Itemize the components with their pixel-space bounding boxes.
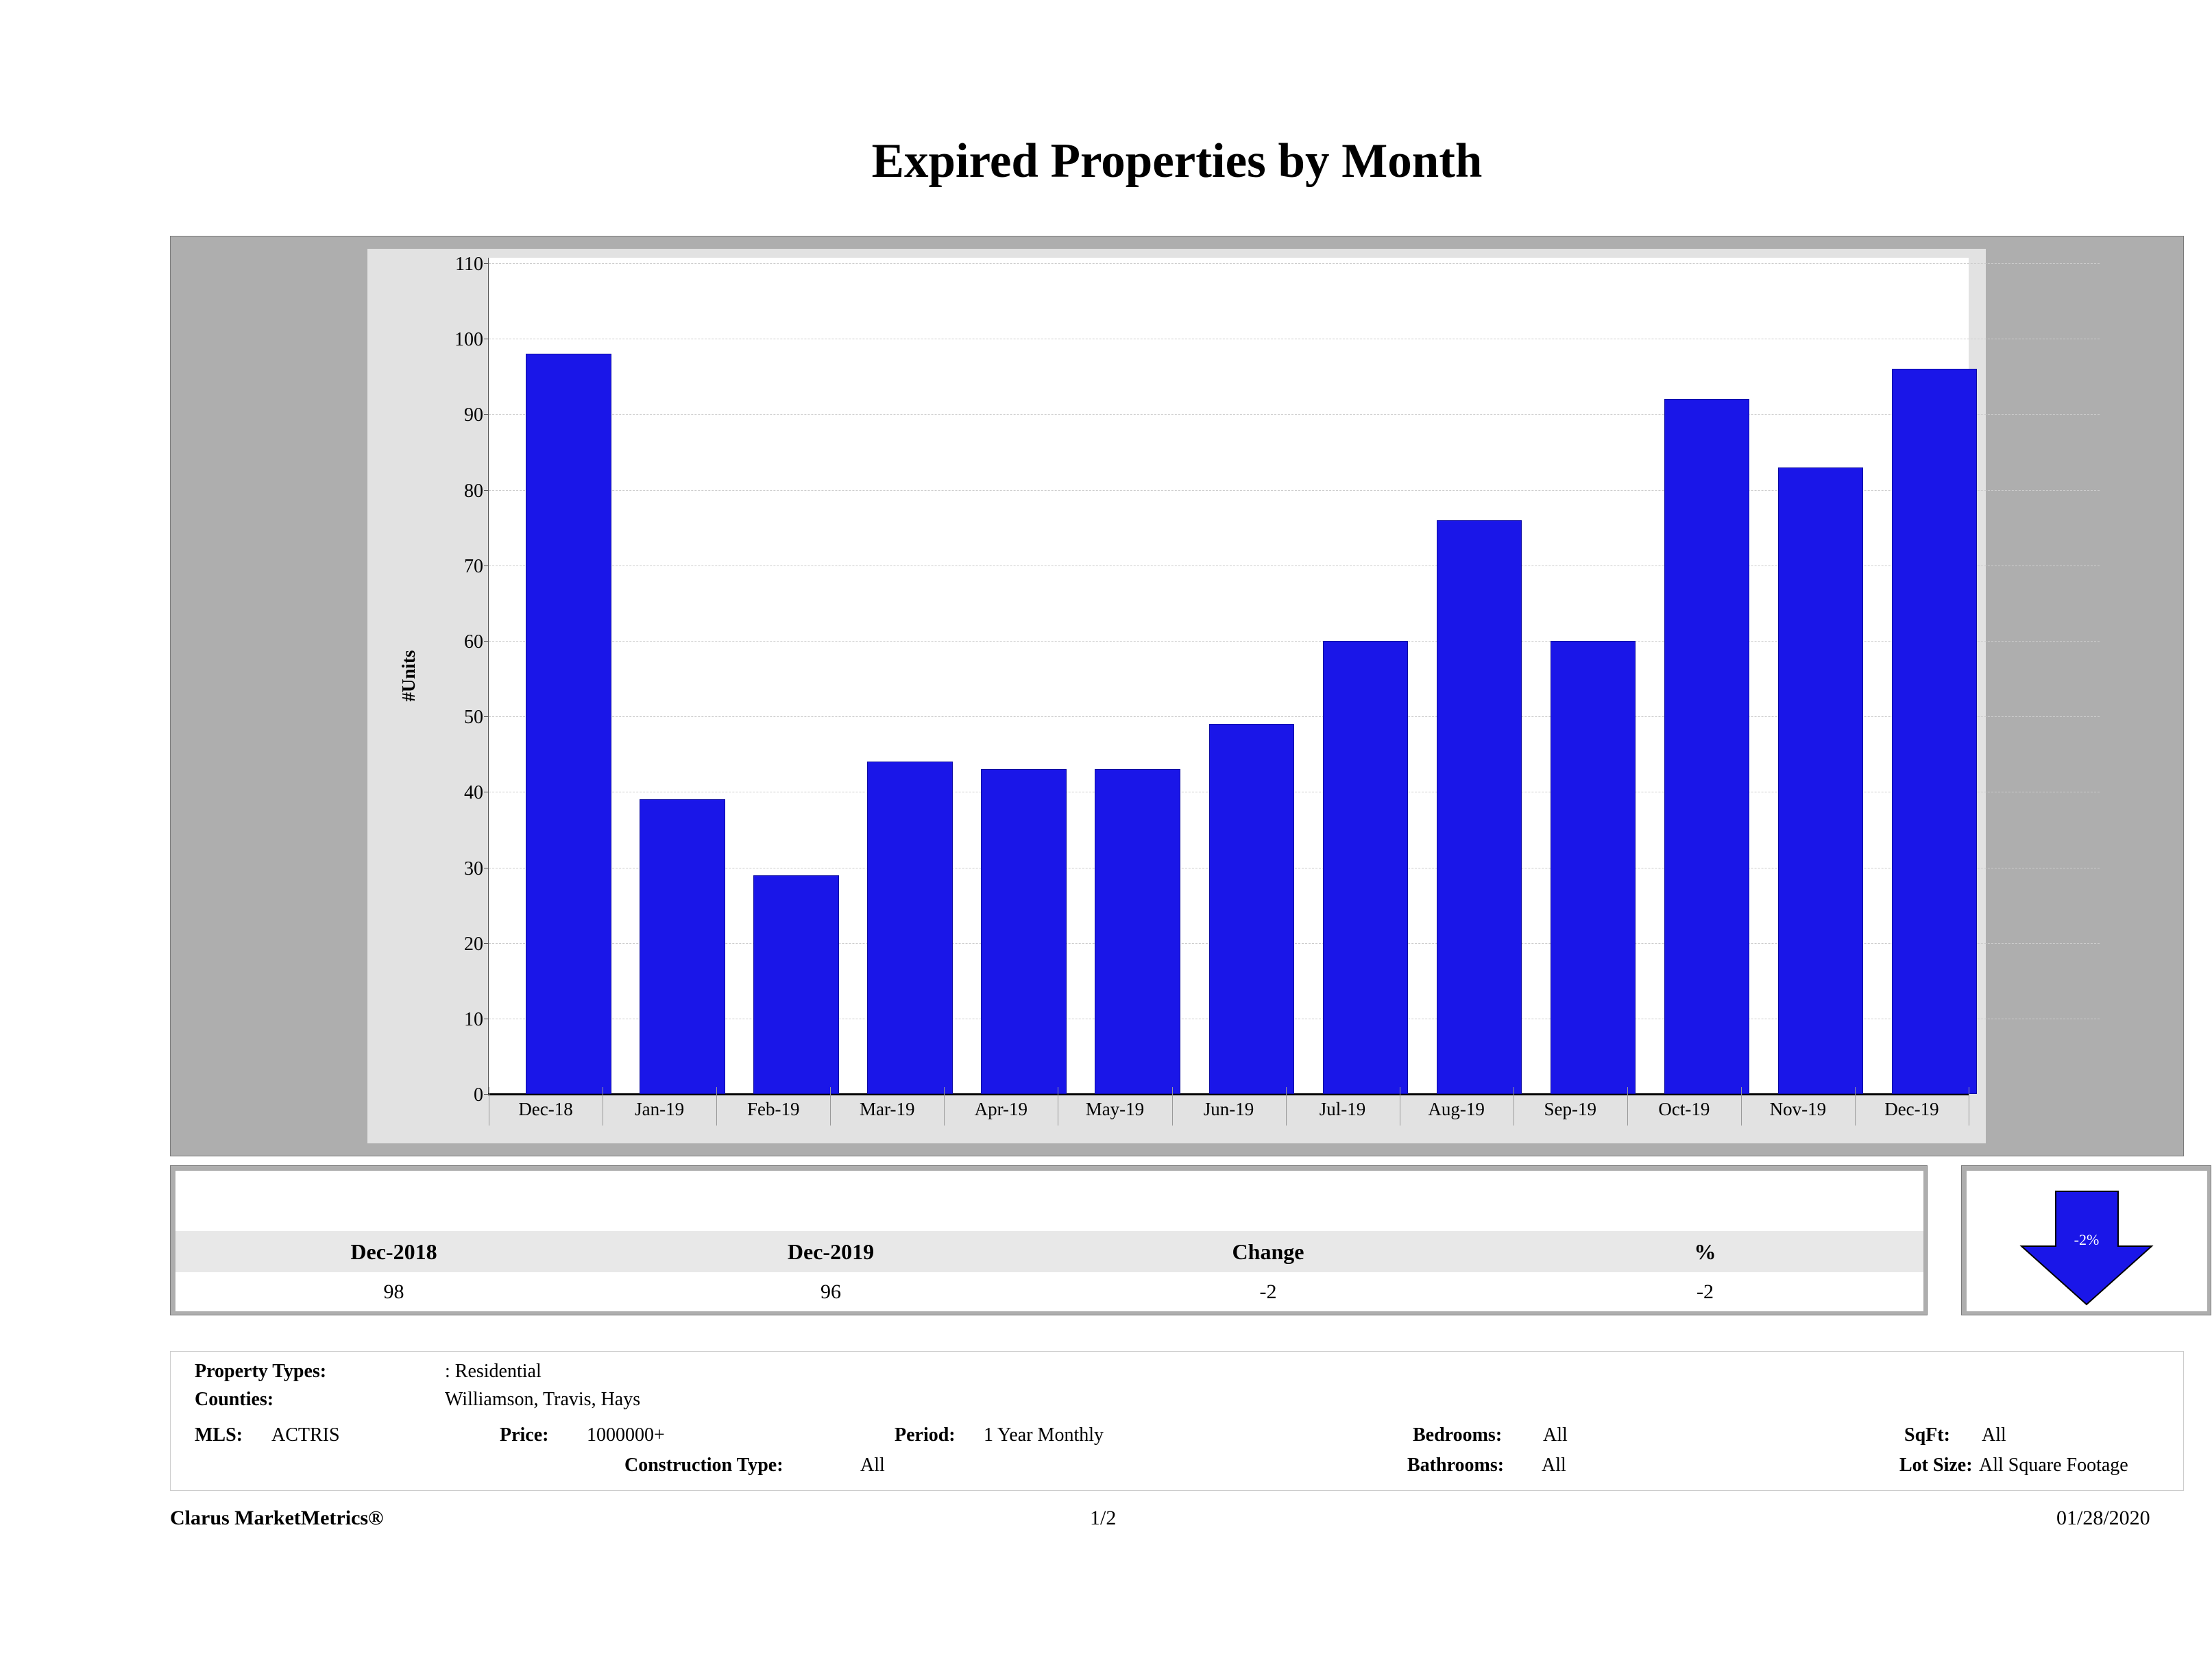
svg-text:-2%: -2% <box>2074 1231 2100 1248</box>
